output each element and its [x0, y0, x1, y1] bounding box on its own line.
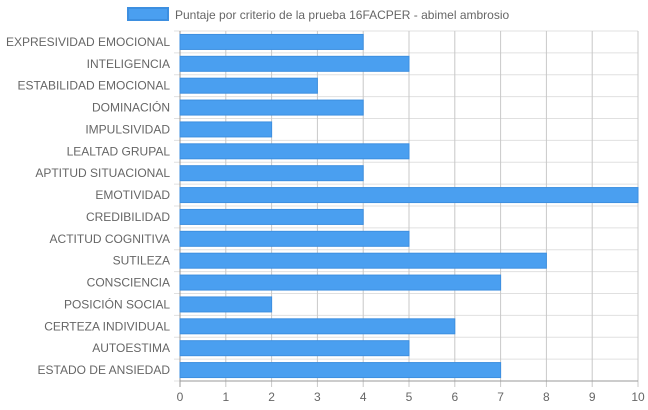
bar[interactable] — [179, 318, 456, 335]
x-axis-tick-label: 7 — [497, 390, 504, 404]
bar[interactable] — [179, 187, 639, 204]
bar[interactable] — [179, 33, 364, 50]
bar[interactable] — [179, 362, 502, 379]
y-axis-label: ESTABILIDAD EMOCIONAL — [18, 79, 171, 93]
y-axis-label: ESTADO DE ANSIEDAD — [38, 363, 171, 377]
bar[interactable] — [179, 165, 364, 182]
bar[interactable] — [179, 252, 547, 269]
x-axis-tick-label: 4 — [360, 390, 367, 404]
x-axis-tick-label: 0 — [177, 390, 184, 404]
y-axis-label: EMOTIVIDAD — [95, 188, 170, 202]
y-axis-label: CONSCIENCIA — [87, 276, 170, 290]
y-axis-labels: EXPRESIVIDAD EMOCIONAL INTELIGENCIA ESTABI… — [6, 35, 170, 377]
y-axis-label: LEALTAD GRUPAL — [67, 144, 171, 158]
x-axis-tick-label: 9 — [589, 390, 596, 404]
bar[interactable] — [179, 296, 273, 313]
y-axis-label: CERTEZA INDIVIDUAL — [44, 319, 170, 333]
bar[interactable] — [179, 230, 410, 247]
x-axis-tick-label: 8 — [543, 390, 550, 404]
legend-label: Puntaje por criterio de la prueba 16FACP… — [175, 8, 509, 22]
y-axis-label: INTELIGENCIA — [87, 57, 170, 71]
bar[interactable] — [179, 274, 502, 291]
x-axis-tick-label: 2 — [268, 390, 275, 404]
legend[interactable]: Puntaje por criterio de la prueba 16FACP… — [127, 7, 509, 22]
x-axis-tick-label: 10 — [631, 390, 645, 404]
y-axis-label: APTITUD SITUACIONAL — [35, 166, 170, 180]
x-axis-tick-label: 6 — [451, 390, 458, 404]
bar[interactable] — [179, 208, 364, 225]
y-axis-label: SUTILEZA — [113, 254, 170, 268]
x-axis-tick-label: 3 — [314, 390, 321, 404]
bar[interactable] — [179, 77, 318, 94]
y-axis-label: DOMINACIÓN — [92, 100, 170, 115]
y-axis-label: ACTITUD COGNITIVA — [50, 232, 170, 246]
bar[interactable] — [179, 55, 410, 72]
y-axis-label: POSICIÓN SOCIAL — [64, 296, 170, 311]
x-axis-labels: 0 1 2 3 4 5 6 7 8 9 10 — [177, 390, 645, 404]
bar[interactable] — [179, 121, 273, 138]
bar[interactable] — [179, 143, 410, 160]
x-axis-tick-label: 5 — [406, 390, 413, 404]
y-axis-label: EXPRESIVIDAD EMOCIONAL — [6, 35, 170, 49]
x-axis-tick-label: 1 — [222, 390, 229, 404]
bar[interactable] — [179, 99, 364, 116]
bar[interactable] — [179, 340, 410, 357]
bars — [179, 33, 639, 379]
y-axis-label: CREDIBILIDAD — [86, 210, 170, 224]
y-axis-label: AUTOESTIMA — [92, 341, 170, 355]
y-axis-label: IMPULSIVIDAD — [85, 122, 170, 136]
legend-swatch — [127, 7, 169, 21]
